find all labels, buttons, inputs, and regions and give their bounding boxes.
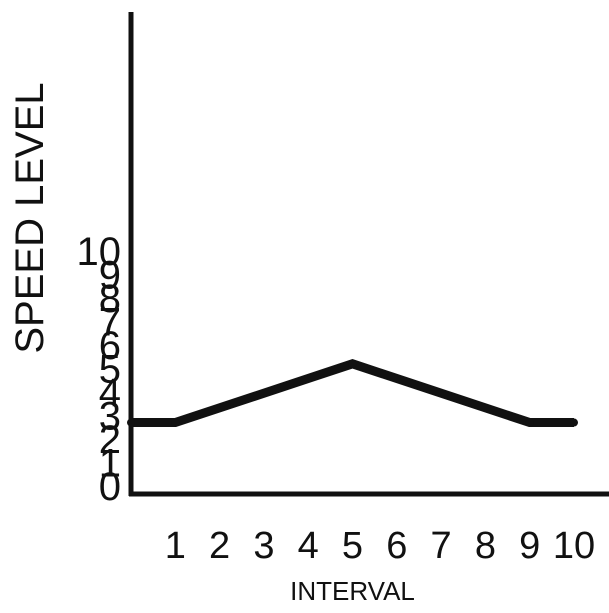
- speed-point: [127, 418, 135, 427]
- x-tick-label: 8: [475, 525, 496, 567]
- x-tick-label: 1: [165, 525, 186, 567]
- speed-point: [171, 418, 180, 427]
- speed-point: [348, 359, 357, 368]
- y-tick-label: 9: [99, 254, 121, 298]
- y-axis-title: SPEED LEVEL: [8, 82, 52, 353]
- y-tick-label: 0: [99, 465, 121, 509]
- y-tick-label: 10: [77, 230, 122, 274]
- y-tick-label: 6: [99, 324, 121, 368]
- y-tick-label: 7: [99, 301, 121, 345]
- y-axis-title-group: SPEED LEVEL: [8, 82, 52, 353]
- speed-series: [127, 359, 578, 428]
- x-tick-label: 6: [386, 525, 407, 567]
- y-tick-label: 2: [99, 418, 121, 462]
- y-tick-label: 3: [99, 395, 121, 439]
- x-tick-label: 10: [553, 525, 595, 567]
- x-tick-labels: 1 2 3 4 5 6 7 8 9 10: [165, 525, 595, 567]
- x-tick-label: 7: [431, 525, 452, 567]
- x-tick-label: 9: [519, 525, 540, 567]
- y-tick-label: 5: [99, 348, 121, 392]
- y-tick-label: 1: [99, 442, 121, 486]
- x-tick-label: 5: [342, 525, 363, 567]
- speed-point: [525, 418, 534, 427]
- y-tick-label: 4: [99, 371, 121, 415]
- x-axis-title: INTERVAL: [290, 576, 415, 606]
- speed-point: [570, 418, 578, 427]
- x-tick-label: 3: [253, 525, 274, 567]
- x-tick-label: 2: [209, 525, 230, 567]
- y-tick-label: 8: [99, 277, 121, 321]
- speed-line: [131, 359, 574, 428]
- x-tick-label: 4: [298, 525, 319, 567]
